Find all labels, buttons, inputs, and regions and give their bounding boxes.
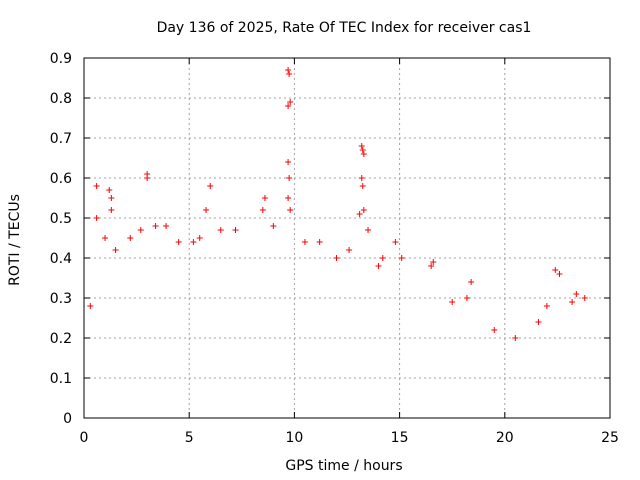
data-point bbox=[512, 335, 519, 341]
data-point bbox=[491, 327, 498, 333]
data-point bbox=[207, 183, 214, 189]
data-point bbox=[333, 255, 340, 261]
data-point bbox=[392, 239, 399, 245]
data-point bbox=[93, 183, 100, 189]
data-point bbox=[463, 295, 470, 301]
y-tick-label: 0.7 bbox=[50, 131, 72, 147]
y-tick-label: 0.4 bbox=[50, 251, 72, 267]
data-point bbox=[358, 175, 365, 181]
data-point bbox=[359, 147, 366, 153]
data-point bbox=[375, 263, 382, 269]
data-point bbox=[359, 183, 366, 189]
x-tick-label: 5 bbox=[185, 430, 194, 446]
data-point bbox=[556, 271, 563, 277]
data-point bbox=[127, 235, 134, 241]
data-point bbox=[360, 151, 367, 157]
data-point bbox=[316, 239, 323, 245]
data-point bbox=[356, 211, 363, 217]
data-point bbox=[137, 227, 144, 233]
data-point bbox=[175, 239, 182, 245]
data-point bbox=[261, 195, 268, 201]
x-tick-label: 25 bbox=[601, 430, 619, 446]
data-point bbox=[87, 303, 94, 309]
x-tick-label: 10 bbox=[285, 430, 303, 446]
y-tick-label: 0.3 bbox=[50, 291, 72, 307]
y-tick-labels: 0 0.1 0.2 0.3 0.4 0.5 0.6 0.7 0.8 0.9 bbox=[50, 51, 72, 427]
x-tick-label: 20 bbox=[496, 430, 514, 446]
data-point bbox=[259, 207, 266, 213]
data-point bbox=[581, 295, 588, 301]
data-point bbox=[535, 319, 542, 325]
chart-title: Day 136 of 2025, Rate Of TEC Index for r… bbox=[157, 20, 532, 36]
data-point bbox=[360, 207, 367, 213]
data-point bbox=[569, 299, 576, 305]
data-point bbox=[346, 247, 353, 253]
data-point bbox=[270, 223, 277, 229]
y-tick-label: 0.1 bbox=[50, 371, 72, 387]
axis-ticks bbox=[83, 57, 611, 419]
data-point bbox=[232, 227, 239, 233]
data-point bbox=[108, 195, 115, 201]
data-point bbox=[285, 103, 292, 109]
y-tick-label: 0.9 bbox=[50, 51, 72, 67]
data-point bbox=[287, 207, 294, 213]
data-point bbox=[285, 195, 292, 201]
x-axis-label: GPS time / hours bbox=[285, 458, 402, 474]
data-point bbox=[468, 279, 475, 285]
data-point bbox=[285, 159, 292, 165]
data-point bbox=[203, 207, 210, 213]
data-point bbox=[106, 187, 113, 193]
data-point bbox=[93, 215, 100, 221]
data-point bbox=[217, 227, 224, 233]
plot-frame bbox=[83, 57, 611, 419]
data-point bbox=[102, 235, 109, 241]
data-point bbox=[112, 247, 119, 253]
y-tick-label: 0.5 bbox=[50, 211, 72, 227]
data-point bbox=[190, 239, 197, 245]
x-tick-label: 0 bbox=[80, 430, 89, 446]
data-point bbox=[108, 207, 115, 213]
data-point bbox=[358, 143, 365, 149]
y-tick-label: 0.6 bbox=[50, 171, 72, 187]
x-tick-label: 15 bbox=[391, 430, 409, 446]
y-tick-label: 0 bbox=[63, 411, 72, 427]
y-tick-label: 0.8 bbox=[50, 91, 72, 107]
data-points bbox=[87, 67, 588, 341]
data-point bbox=[287, 99, 294, 105]
data-point bbox=[286, 175, 293, 181]
data-point bbox=[428, 263, 435, 269]
data-point bbox=[286, 71, 293, 77]
data-point bbox=[552, 267, 559, 273]
data-point bbox=[573, 291, 580, 297]
y-axis-label: ROTI / TECUs bbox=[7, 194, 23, 286]
data-point bbox=[144, 175, 151, 181]
y-tick-label: 0.2 bbox=[50, 331, 72, 347]
data-point bbox=[163, 223, 170, 229]
data-point bbox=[152, 223, 159, 229]
data-point bbox=[398, 255, 405, 261]
data-point bbox=[430, 259, 437, 265]
data-point bbox=[196, 235, 203, 241]
data-point bbox=[301, 239, 308, 245]
x-tick-labels: 0 5 10 15 20 25 bbox=[80, 430, 619, 446]
gridlines bbox=[84, 58, 610, 418]
data-point bbox=[449, 299, 456, 305]
data-point bbox=[365, 227, 372, 233]
data-point bbox=[285, 67, 292, 73]
data-point bbox=[543, 303, 550, 309]
data-point bbox=[379, 255, 386, 261]
